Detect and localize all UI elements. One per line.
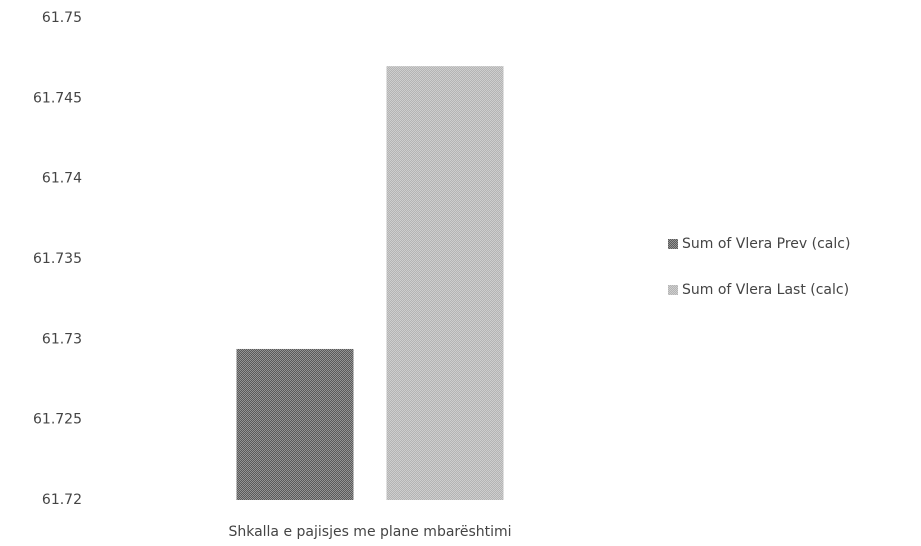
legend-marker-texture [668,239,678,249]
y-tick-label: 61.73 [42,331,82,347]
y-tick-label: 61.74 [42,171,82,187]
y-tick-label: 61.75 [42,10,82,26]
bar-texture [236,348,354,500]
legend-marker-texture [668,285,678,295]
x-tick-label: Shkalla e pajisjes me plane mbarështimi [228,524,511,540]
y-tick-label: 61.72 [42,492,82,508]
legend-label: Sum of Vlera Last (calc) [682,282,849,298]
legend-label: Sum of Vlera Prev (calc) [682,236,850,252]
y-tick-label: 61.745 [33,90,82,106]
y-tick-label: 61.735 [33,251,82,267]
bar-texture [386,66,504,500]
y-tick-label: 61.725 [33,412,82,428]
